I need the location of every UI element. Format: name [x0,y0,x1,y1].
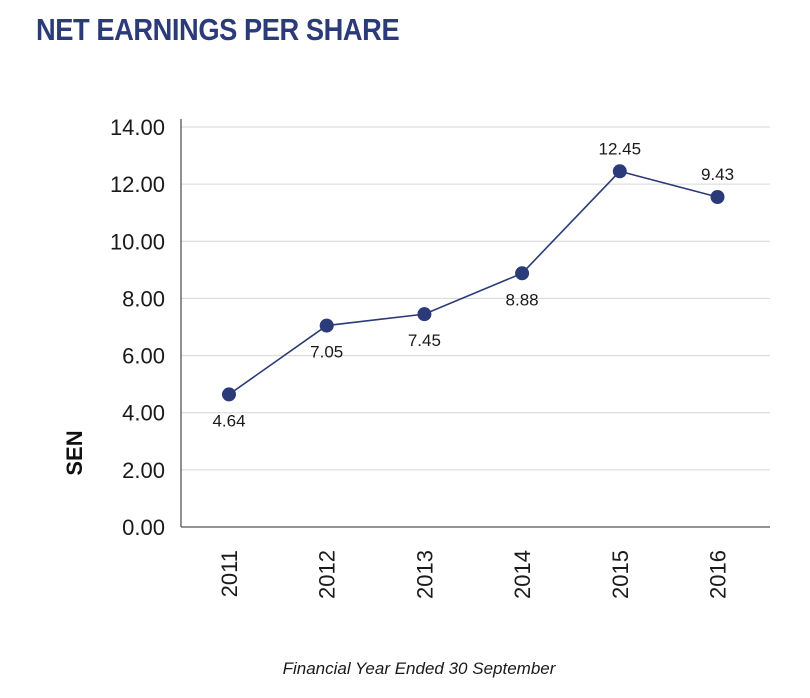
y-tick-label: 8.00 [122,286,165,311]
data-point-2011 [222,387,236,402]
data-label-2012: 7.05 [310,343,343,362]
data-label-2013: 7.45 [408,331,441,350]
grid-lines [181,126,770,471]
y-tick-label: 12.00 [110,172,165,197]
chart-title: NET EARNINGS PER SHARE [36,12,400,47]
data-point-2012 [319,318,334,333]
x-tick-label: 2011 [217,550,242,597]
data-label-2014: 8.88 [506,290,539,309]
series-polyline [228,170,718,396]
data-labels: 4.64 7.05 7.45 8.88 12.45 9.43 [212,139,734,430]
series-line [228,170,718,396]
data-point-2015 [612,164,627,179]
x-tick-label: 2013 [412,550,437,599]
x-tick-labels: 2011 2012 2013 2014 2015 2016 [217,550,731,599]
y-tick-label: 0.00 [122,515,165,540]
data-point-2016 [710,190,725,204]
y-tick-label: 4.00 [122,401,165,426]
x-tick-label: 2015 [608,550,633,599]
y-tick-labels: 0.00 2.00 4.00 6.00 8.00 10.00 12.00 14.00 [110,115,165,540]
data-label-2015: 12.45 [599,139,642,158]
data-points [222,164,725,402]
y-tick-label: 14.00 [110,115,165,140]
data-point-2013 [417,307,432,322]
y-tick-label: 10.00 [110,229,165,254]
data-label-2011: 4.64 [212,411,245,430]
x-tick-label: 2016 [706,550,731,599]
y-axis-label: SEN [62,430,87,475]
x-axis-label: Financial Year Ended 30 September [283,659,557,678]
x-tick-label: 2014 [510,550,535,599]
axes [180,119,770,528]
x-tick-label: 2012 [315,550,340,599]
y-tick-label: 6.00 [122,344,165,369]
data-label-2016: 9.43 [701,165,734,184]
y-tick-label: 2.00 [122,458,165,483]
data-point-2014 [515,266,530,281]
